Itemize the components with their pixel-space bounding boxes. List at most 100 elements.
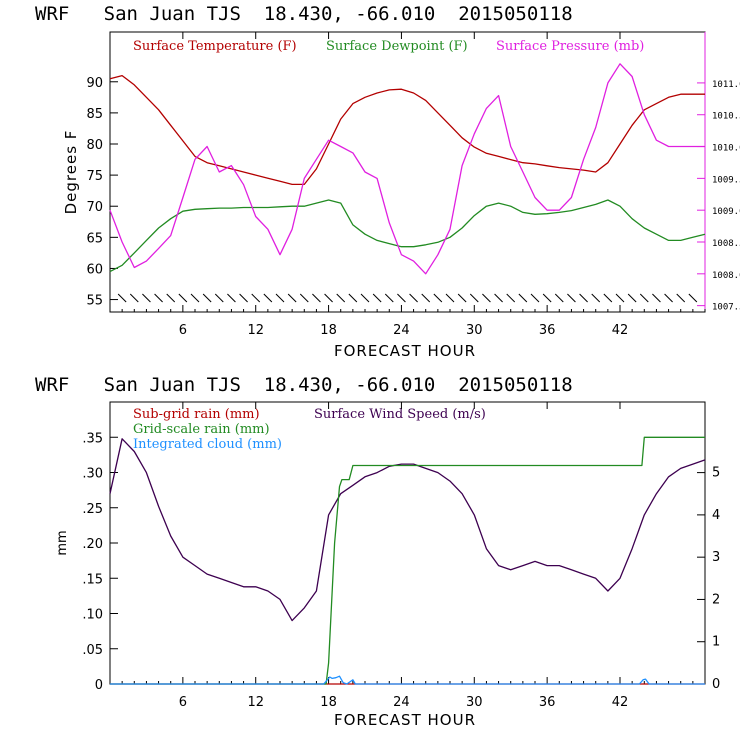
series-line-grid-scale-rain-mm [110,436,705,685]
x-tick-label: 18 [320,695,337,710]
wind-barb [494,293,503,303]
top-x-ticks: 6 12 18 24 30 36 42 [109,32,706,338]
x-tick-label: 12 [247,323,264,338]
y-tick-label: .20 [82,537,103,552]
y-tick-label: 80 [86,138,103,153]
wind-barb [579,293,588,303]
bottom-y-ticks: 0 .05 .10 .15 .20 .25 .30 .35 [82,431,118,693]
y2-tick-label: 1009.0 [712,207,740,217]
wind-barb [603,293,613,303]
wind-barb [372,293,382,303]
y-tick-label: .10 [82,608,103,623]
wind-barb [336,293,346,303]
wind-barb [384,293,394,303]
x-tick-label: 42 [612,695,629,710]
top-y2-ticks: 1007.5 1008.0 1008.5 1009.0 1009.5 1010.0 1010… [697,80,740,313]
y-tick-label: 0 [95,678,103,693]
wind-barb [360,293,370,303]
wind-barb [299,293,309,303]
wind-barb [506,293,516,303]
wind-barb [433,293,443,303]
wind-barb [117,293,127,303]
wind-barb [263,293,273,303]
wind-barb [275,293,285,303]
bottom-series-group [109,436,706,685]
wind-barb [202,293,212,303]
top-series-group [109,63,706,275]
wind-barb [469,293,479,303]
bottom-x-axis-label: FORECAST HOUR [334,711,476,729]
top-plot-frame [109,31,706,313]
y2-tick-label: 5 [712,466,720,481]
series-line-surface-temperature-f [109,74,705,186]
y-tick-label: .35 [82,431,103,446]
wind-barb [166,293,176,303]
wind-barb [421,293,431,303]
bottom-y-axis-label: mm [55,530,70,555]
wind-barbs-row [117,293,698,303]
wind-barb [129,293,139,303]
x-tick-label: 30 [466,323,483,338]
wind-barb [287,293,297,303]
wind-barb [554,293,564,303]
y-tick-label: 60 [86,262,103,277]
y2-tick-label: 1 [712,635,720,650]
bottom-y2-ticks: 0 1 2 3 4 5 [697,466,720,692]
wind-barb [676,293,686,303]
wind-barb [409,293,418,303]
top-y-axis-label: Degrees F [62,130,80,215]
y2-tick-label: 1010.0 [712,144,740,154]
y-tick-label: .15 [82,572,103,587]
wind-barb [688,293,698,303]
wind-barb [615,293,625,303]
legend-surface-wind-speed: Surface Wind Speed (m/s) [314,407,486,422]
series-line-surface-wind-speed-m-s [109,438,706,622]
y2-tick-label: 1009.5 [712,175,740,185]
legend-grid-scale-rain: Grid-scale rain (mm) [133,422,270,437]
top-x-axis-label: FORECAST HOUR [334,342,476,360]
wind-barb [445,293,455,303]
y2-tick-label: 1007.5 [712,303,740,313]
series-line-integrated-cloud-mm [110,675,705,685]
wind-barb [530,293,540,303]
y-tick-label: 65 [86,231,103,246]
y2-tick-label: 0 [712,677,720,692]
x-tick-label: 42 [612,323,629,338]
wind-barb [542,293,552,303]
wind-barb [652,293,661,303]
y2-tick-label: 1010.5 [712,112,740,122]
wind-barb [567,293,576,303]
wind-barb [664,293,673,303]
wind-barb [154,293,163,303]
x-tick-label: 24 [393,695,410,710]
wind-barb [518,293,528,303]
x-tick-label: 6 [179,323,187,338]
x-tick-label: 30 [466,695,483,710]
y-tick-label: .05 [82,643,103,658]
x-tick-label: 36 [539,323,556,338]
y2-tick-label: 1008.5 [712,239,740,249]
y-tick-label: .25 [82,502,103,517]
series-line-surface-dewpoint-f [109,199,706,273]
y2-tick-label: 1011.0 [712,80,740,90]
y-tick-label: 55 [86,294,103,309]
wind-barb [324,293,333,303]
wind-barb [627,293,637,303]
top-y-ticks: 55 60 65 70 75 80 85 90 [86,76,118,309]
bottom-chart-title: WRF San Juan TJS 18.430, -66.010 2015050… [35,374,573,396]
y-tick-label: 70 [86,200,103,215]
legend-surface-temperature: Surface Temperature (F) [133,39,297,54]
wind-barb [457,293,467,303]
y-tick-label: 85 [86,107,103,122]
wind-barb [397,293,406,303]
y2-tick-label: 3 [712,550,720,565]
x-tick-label: 36 [539,695,556,710]
wind-barb [227,293,236,303]
y-tick-label: .30 [82,467,103,482]
wind-barb [190,293,200,303]
wind-barb [251,293,261,303]
y-tick-label: 75 [86,169,103,184]
wind-barb [239,293,248,303]
wind-barb [591,293,601,303]
y2-tick-label: 4 [712,508,720,523]
